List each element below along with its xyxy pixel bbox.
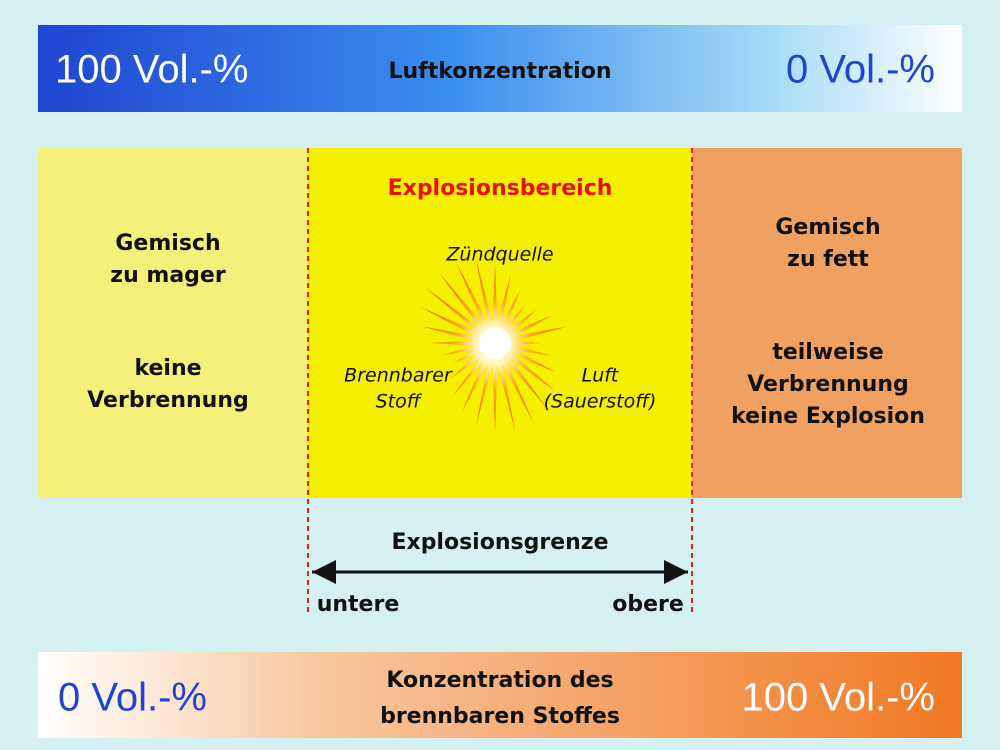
bottom-bar: [38, 652, 962, 738]
ignition-star: [420, 259, 567, 432]
star-core: [479, 327, 511, 359]
rich-text: Verbrennung: [747, 372, 909, 397]
lean-title: Gemisch: [115, 231, 220, 256]
top-right: 0 Vol.-%: [786, 48, 935, 92]
air-label: (Sauerstoff): [544, 391, 657, 413]
bottom-right: 100 Vol.-%: [742, 676, 935, 720]
top-left: 100 Vol.-%: [55, 48, 248, 92]
rich-title: Gemisch: [775, 215, 880, 240]
rich-box: [692, 148, 962, 498]
fuel-label: Brennbarer: [344, 365, 453, 387]
lean-title: zu mager: [110, 263, 226, 288]
lower-limit-label: untere: [317, 592, 400, 617]
bottom-left: 0 Vol.-%: [58, 676, 207, 720]
explosion-title: Explosionsbereich: [388, 176, 613, 201]
rich-title: zu fett: [787, 247, 869, 272]
rich-text: teilweise: [772, 340, 883, 365]
bottom-center: brennbaren Stoffes: [380, 704, 620, 729]
upper-limit-label: obere: [612, 592, 684, 617]
ignition-label: Zündquelle: [445, 244, 553, 266]
top-center: Luftkonzentration: [388, 59, 611, 84]
air-label: Luft: [582, 365, 620, 387]
fuel-label: Stoff: [376, 391, 423, 413]
rich-text: keine Explosion: [731, 404, 925, 429]
bottom-center: Konzentration des: [386, 668, 613, 693]
limits-title: Explosionsgrenze: [391, 530, 608, 555]
lean-box: [38, 148, 308, 498]
lean-text: keine: [134, 356, 201, 381]
top-bar: [38, 25, 962, 112]
lean-text: Verbrennung: [87, 388, 249, 413]
